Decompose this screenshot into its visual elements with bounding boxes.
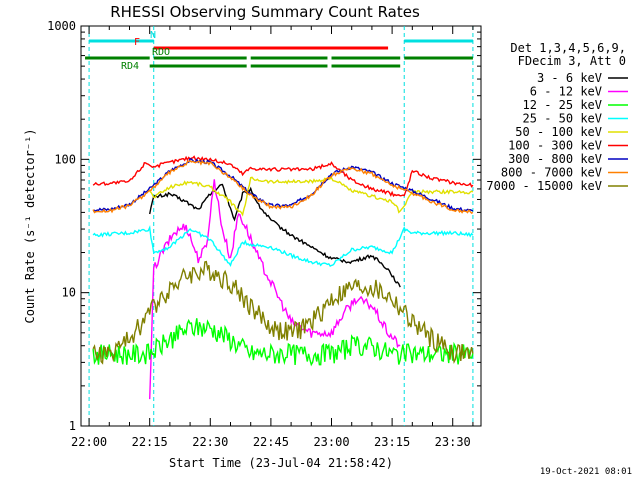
- y-axis-ticks: 1 10 100 1000: [47, 19, 481, 433]
- series-line-0: [149, 183, 401, 288]
- series-line-3: [92, 225, 474, 268]
- legend-label-4: 50 - 100 keV: [515, 125, 602, 139]
- y-tick-label-0: 1: [69, 419, 76, 433]
- series-line-7: [92, 159, 474, 214]
- chart-title: RHESSI Observing Summary Count Rates: [110, 3, 420, 21]
- x-tick-label-2: 22:30: [192, 435, 228, 449]
- legend-label-7: 800 - 7000 keV: [501, 166, 602, 180]
- x-tick-label-3: 22:45: [253, 435, 289, 449]
- x-tick-label-4: 23:00: [313, 435, 349, 449]
- footer-date: 19-Oct-2021 08:01: [540, 467, 632, 477]
- legend-label-8: 7000 - 15000 keV: [486, 179, 602, 193]
- series-line-1: [149, 179, 401, 400]
- flag-bars: NF RDO RD4: [85, 30, 473, 72]
- x-tick-label-6: 23:30: [435, 435, 471, 449]
- series-line-8: [92, 260, 474, 365]
- x-tick-label-1: 22:15: [132, 435, 168, 449]
- flag-label-f: F: [134, 37, 140, 48]
- legend-label-5: 100 - 300 keV: [508, 139, 602, 153]
- series-line-4: [149, 176, 474, 217]
- legend-label-6: 300 - 800 keV: [508, 152, 602, 166]
- legend-label-0: 3 - 6 keV: [537, 71, 602, 85]
- flag-label-rdo: RDO: [152, 47, 170, 58]
- x-axis-label: Start Time (23-Jul-04 21:58:42): [169, 456, 393, 470]
- y-tick-label-3: 1000: [47, 19, 76, 33]
- series-line-2: [92, 318, 474, 367]
- flag-label-rd4: RD4: [121, 61, 139, 72]
- plot-frame: [80, 25, 482, 427]
- x-tick-label-0: 22:00: [71, 435, 107, 449]
- legend-header-line-2: FDecim 3, Att 0: [518, 54, 626, 68]
- night-boundaries: [88, 26, 474, 426]
- series-lines: [92, 155, 474, 400]
- x-axis-ticks: 22:00 22:15 22:30 22:45 23:00 23:15 23:30: [71, 26, 474, 449]
- x-tick-label-5: 23:15: [374, 435, 410, 449]
- legend-header-line-1: Det 1,3,4,5,6,9,: [510, 41, 626, 55]
- series-line-5: [92, 155, 474, 198]
- legend-label-2: 12 - 25 keV: [523, 98, 602, 112]
- flag-label-n: N: [150, 30, 156, 41]
- series-line-6: [92, 158, 474, 212]
- legend-label-1: 6 - 12 keV: [530, 85, 602, 99]
- legend-label-3: 25 - 50 keV: [523, 112, 602, 126]
- y-tick-label-2: 100: [54, 152, 76, 166]
- legend: Det 1,3,4,5,6,9, FDecim 3, Att 0 3 - 6 k…: [486, 41, 628, 193]
- y-axis-label: Count Rate (s⁻¹ detector⁻¹): [23, 128, 37, 323]
- y-tick-label-1: 10: [62, 286, 76, 300]
